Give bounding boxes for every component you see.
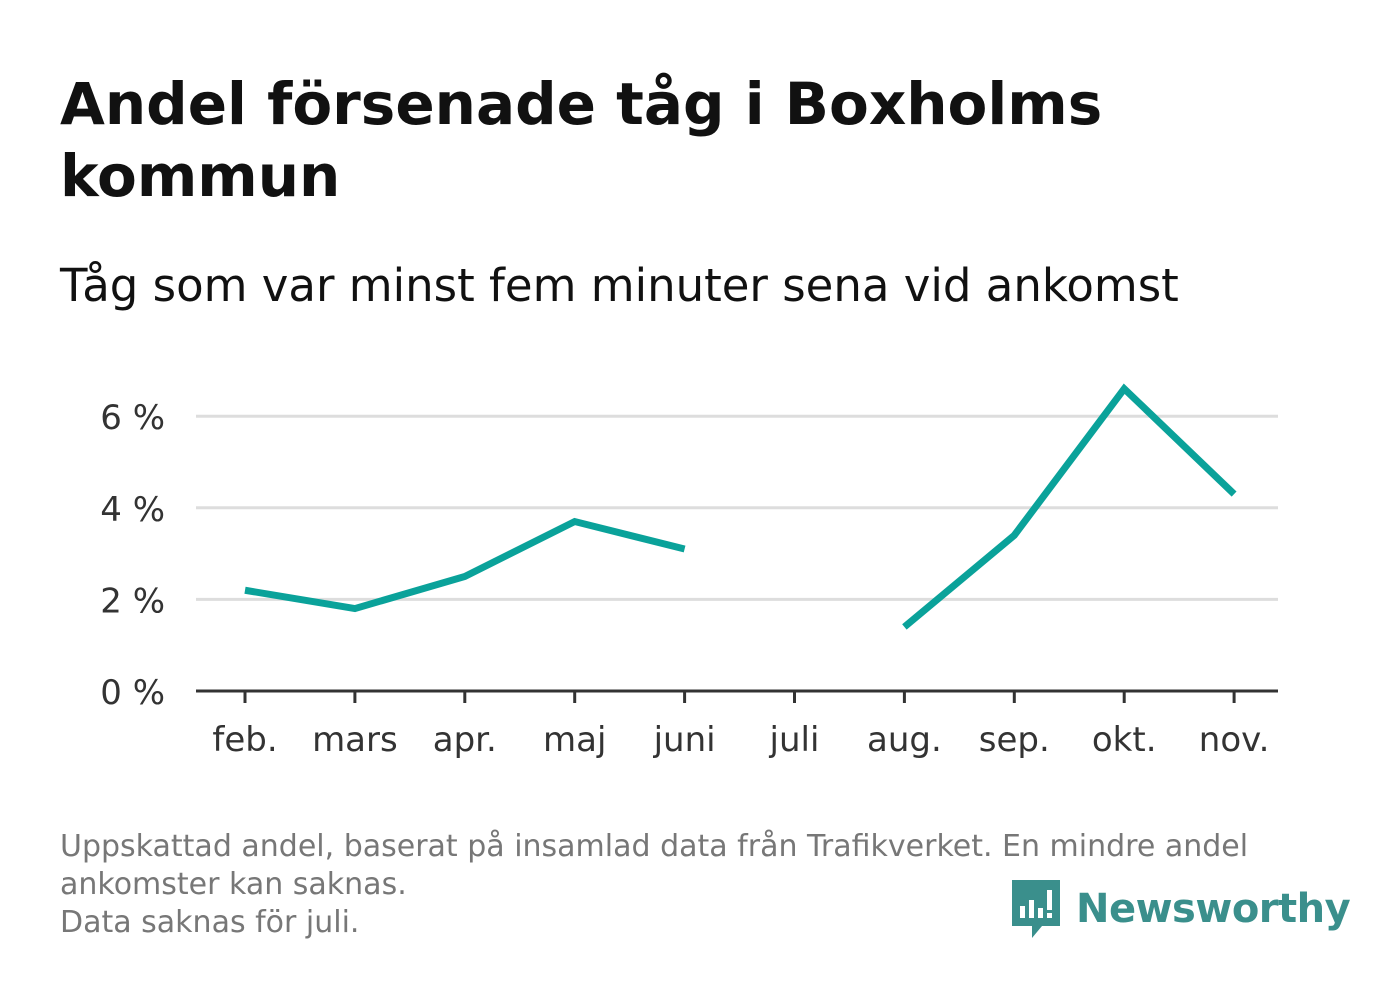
y-tick-label: 6 % [100, 398, 165, 438]
series-line [902, 383, 1237, 630]
x-tick-label: mars [312, 720, 398, 760]
x-tick-label: maj [543, 720, 606, 760]
footnote-line: ankomster kan saknas. [60, 867, 407, 902]
footnote-line: Uppskattad andel, baserat på insamlad da… [60, 829, 1249, 864]
x-tick-label: apr. [433, 720, 497, 760]
footnote: Uppskattad andel, baserat på insamlad da… [60, 828, 1320, 942]
newsworthy-logo-icon [1012, 880, 1060, 938]
x-tick-label: okt. [1092, 720, 1157, 760]
x-tick-label: aug. [867, 720, 942, 760]
chart-subtitle: Tåg som var minst fem minuter sena vid a… [60, 259, 1179, 312]
brand-name: Newsworthy [1076, 886, 1351, 932]
x-tick-label: sep. [979, 720, 1050, 760]
x-tick-label: juli [769, 720, 820, 760]
chart-title: Andel försenade tåg i Boxholms kommun [60, 70, 1103, 210]
line-chart: 0 % 2 % 4 % 6 % feb. mars apr. maj juni juli aug. s… [100, 383, 1278, 760]
footnote-line: Data saknas för juli. [60, 905, 360, 940]
x-tick-label: feb. [212, 720, 277, 760]
x-tick-label: juni [653, 720, 716, 760]
y-tick-label: 0 % [100, 673, 165, 713]
x-tick-label: nov. [1199, 720, 1270, 760]
series-line [244, 517, 686, 613]
y-tick-label: 4 % [100, 490, 165, 530]
y-tick-label: 2 % [100, 581, 165, 621]
brand-logo: Newsworthy [1010, 876, 1351, 942]
